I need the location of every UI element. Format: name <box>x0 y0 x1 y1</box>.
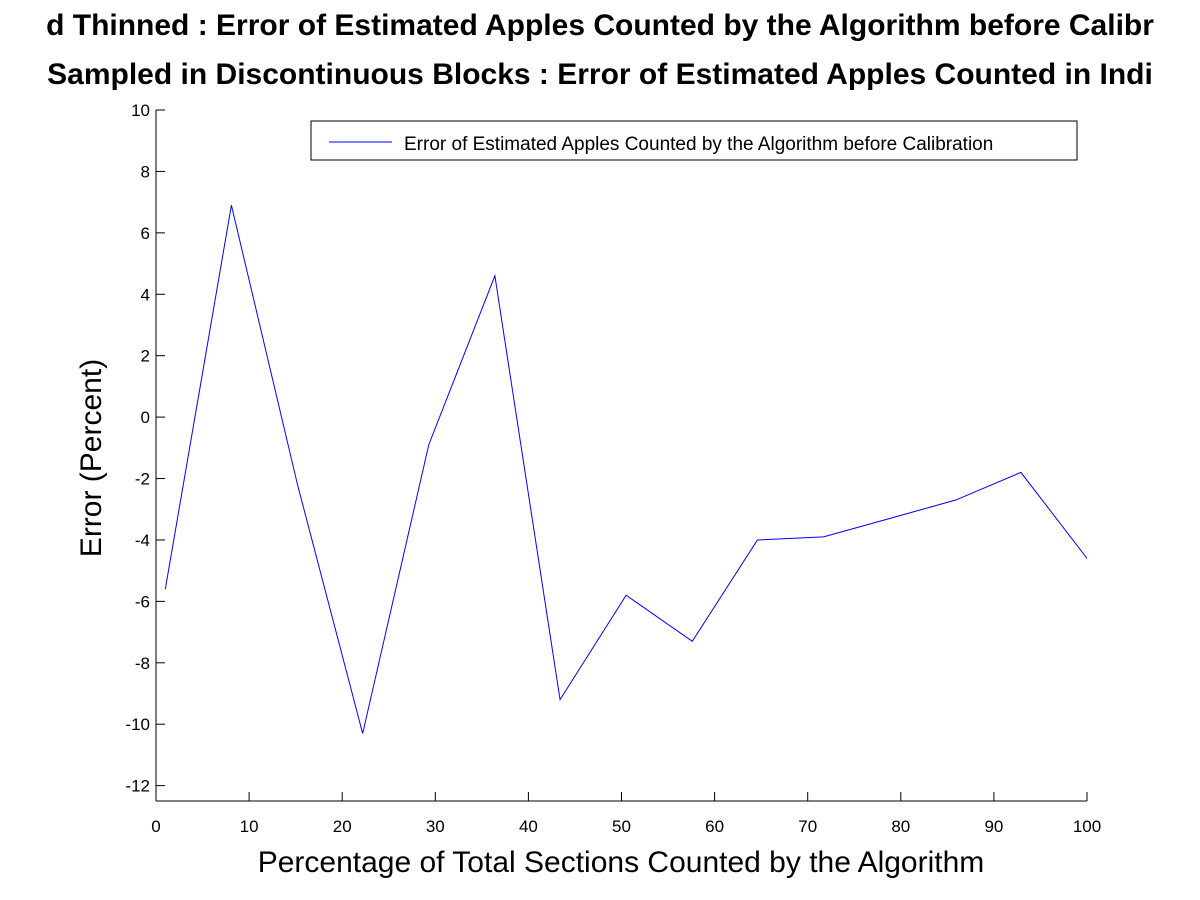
y-tick-label: -8 <box>135 654 150 673</box>
y-tick-label: 4 <box>141 285 150 304</box>
x-tick-label: 70 <box>798 817 817 836</box>
x-tick-label: 10 <box>240 817 259 836</box>
y-tick-label: -12 <box>125 777 150 796</box>
y-tick-label: 2 <box>141 347 150 366</box>
y-axis-ticks: -12 -10 -8 -6 -4 -2 0 2 4 6 8 10 <box>125 101 165 796</box>
y-tick-label: -10 <box>125 715 150 734</box>
x-tick-label: 100 <box>1073 817 1101 836</box>
x-tick-label: 30 <box>426 817 445 836</box>
y-axis-label: Error (Percent) <box>75 359 108 557</box>
title-line-1: d Thinned : Error of Estimated Apples Co… <box>46 9 1154 42</box>
series-line <box>164 205 1088 734</box>
x-tick-label: 0 <box>151 817 160 836</box>
chart-title: d Thinned : Error of Estimated Apples Co… <box>46 9 1154 91</box>
x-tick-label: 60 <box>705 817 724 836</box>
x-tick-label: 50 <box>612 817 631 836</box>
y-tick-label: -6 <box>135 592 150 611</box>
x-tick-label: 20 <box>333 817 352 836</box>
legend-box <box>310 120 1078 161</box>
x-tick-label: 40 <box>519 817 538 836</box>
x-tick-label: 80 <box>891 817 910 836</box>
plot-area <box>156 110 1087 801</box>
x-axis-ticks: 0 10 20 30 40 50 60 70 80 90 100 <box>151 792 1101 836</box>
legend: Error of Estimated Apples Counted by the… <box>310 120 1078 161</box>
title-line-2: Sampled in Discontinuous Blocks : Error … <box>47 58 1153 91</box>
y-tick-label: 10 <box>131 101 150 120</box>
y-tick-label: 0 <box>141 408 150 427</box>
y-tick-label: 6 <box>141 224 150 243</box>
x-tick-label: 90 <box>984 817 1003 836</box>
y-tick-label: -2 <box>135 470 150 489</box>
y-tick-label: 8 <box>141 162 150 181</box>
series-layer <box>164 205 1088 734</box>
y-tick-label: -4 <box>135 531 150 550</box>
legend-entry-label: Error of Estimated Apples Counted by the… <box>404 134 993 155</box>
x-axis-label: Percentage of Total Sections Counted by … <box>258 846 985 879</box>
